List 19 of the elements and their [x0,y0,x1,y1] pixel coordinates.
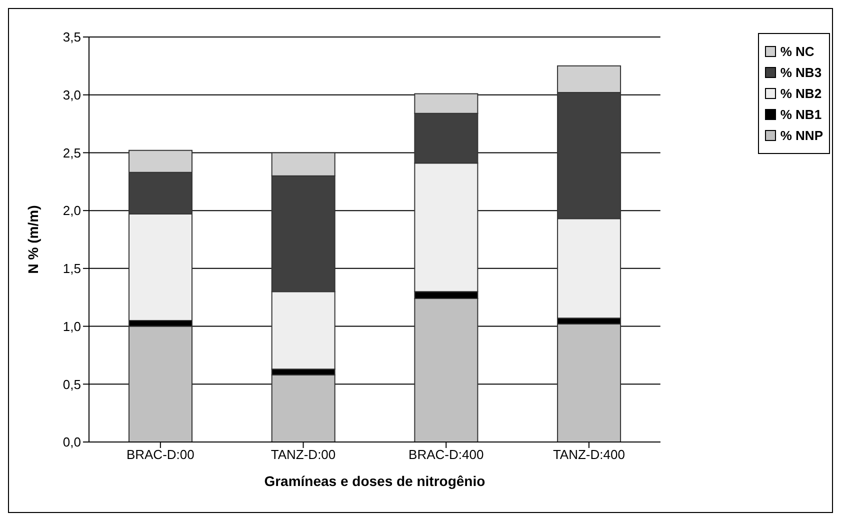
y-axis-title: N % (m/m) [24,205,41,274]
legend-label: % NNP [780,128,823,143]
y-tick-label: 0,0 [62,434,81,450]
y-tick-label: 1,5 [62,261,81,276]
legend-label: % NC [780,44,814,59]
y-tick-label: 2,0 [62,203,81,218]
y-tick-label: 3,5 [62,30,81,45]
x-tick-label: TANZ-D:00 [270,447,336,462]
y-tick-label: 0,5 [62,376,81,392]
y-tick-label: 2,5 [62,145,81,160]
legend-label: % NB1 [780,107,822,122]
x-axis-title: Gramíneas e doses de nitrogênio [264,473,486,489]
y-tick-label: 1,0 [62,318,81,334]
x-tick-label: BRAC-D:00 [126,447,194,462]
x-tick-label: BRAC-D:400 [408,447,484,462]
x-tick-label: TANZ-D:400 [552,447,625,462]
legend-label: % NB3 [780,65,822,80]
y-tick-label: 3,0 [62,87,81,102]
legend-label: % NB2 [780,86,822,101]
